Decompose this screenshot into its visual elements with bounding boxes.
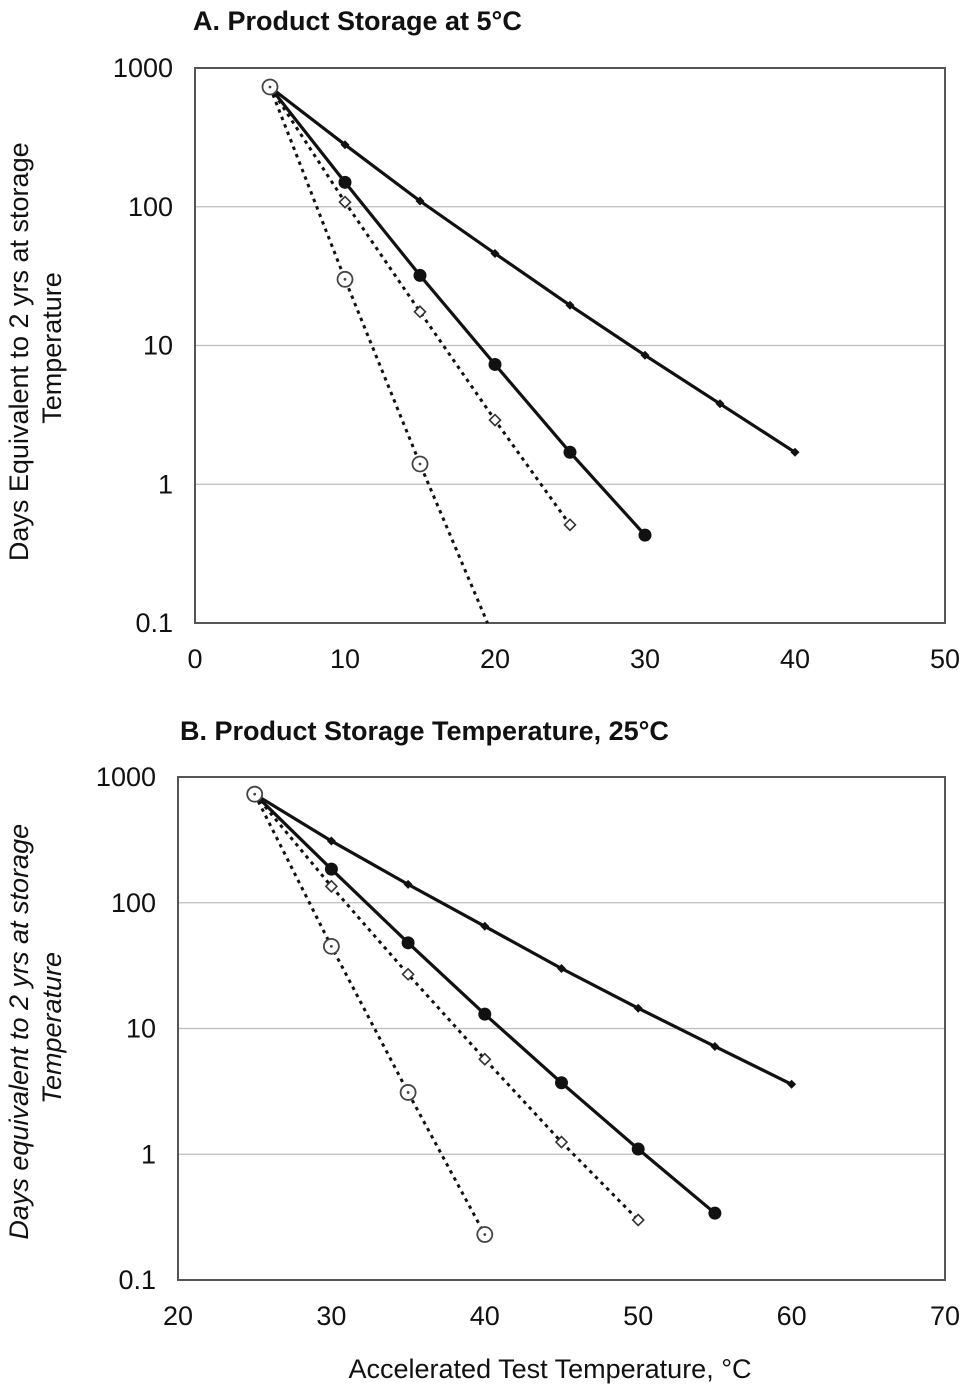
- data-point: [563, 445, 577, 459]
- data-point: [631, 1142, 645, 1156]
- chart-panel-a: A. Product Storage at 5°C 0.111010010000…: [4, 6, 960, 674]
- data-point: [708, 1206, 722, 1220]
- tick-labels: 0.1 1 10 100 1000 20 30 40 50 60 70: [96, 762, 960, 1331]
- marker-dot: [343, 277, 347, 281]
- series-line: [253, 793, 487, 1236]
- series-line: [269, 85, 796, 454]
- data-point: [338, 195, 352, 209]
- data-point: [640, 350, 650, 360]
- series-open-circle: [246, 785, 494, 1243]
- data-point: [338, 175, 352, 189]
- marker-dot: [406, 1091, 410, 1094]
- y-tick-label: 10: [143, 331, 173, 361]
- chart-title: B. Product Storage Temperature, 25°C: [180, 716, 669, 746]
- x-tick-label: 20: [480, 644, 510, 674]
- data-point: [478, 1052, 492, 1066]
- data-point: [401, 936, 415, 950]
- data-point: [413, 268, 427, 282]
- data-point: [554, 1135, 569, 1149]
- data-point: [480, 921, 490, 931]
- series-layer: [261, 78, 800, 624]
- data-point: [557, 964, 566, 974]
- data-point: [403, 879, 413, 889]
- series-filled-circle: [262, 79, 652, 542]
- x-tick-label: 20: [163, 1301, 193, 1331]
- series-line: [253, 793, 640, 1222]
- x-tick-label: 30: [316, 1301, 346, 1331]
- data-point: [324, 862, 338, 876]
- y-axis-label: Days equivalent to 2 yrs at storage Temp…: [4, 816, 67, 1239]
- y-axis-label: Days Equivalent to 2 yrs at storage Temp…: [4, 135, 67, 561]
- series-layer: [246, 785, 797, 1243]
- data-point: [340, 140, 350, 150]
- y-tick-label: 1000: [113, 53, 173, 83]
- y-tick-label: 0.1: [118, 1265, 156, 1295]
- series-line: [268, 86, 489, 624]
- series-small-diamond: [265, 82, 800, 457]
- x-tick-label: 10: [330, 644, 360, 674]
- marker-dot: [253, 792, 257, 796]
- series-line: [268, 86, 647, 537]
- x-tick-label: 60: [777, 1301, 807, 1331]
- data-point: [633, 1003, 643, 1013]
- x-tick-label: 40: [780, 644, 810, 674]
- data-point: [401, 967, 415, 981]
- data-point: [565, 300, 575, 310]
- data-point: [324, 879, 339, 893]
- data-point: [715, 399, 725, 409]
- series-line: [253, 792, 793, 1086]
- grid: [178, 776, 945, 1281]
- chart-title: A. Product Storage at 5°C: [193, 6, 522, 36]
- x-tick-label: 30: [630, 644, 660, 674]
- data-point: [638, 528, 652, 542]
- chart-panel-b: B. Product Storage Temperature, 25°C 0.1…: [4, 716, 960, 1384]
- plot-area: [177, 776, 946, 1281]
- marker-dot: [268, 85, 272, 89]
- grid: [195, 67, 945, 624]
- y-tick-label: 0.1: [135, 608, 173, 638]
- data-point: [326, 836, 336, 846]
- x-tick-label: 40: [470, 1301, 500, 1331]
- y-tick-label: 1: [158, 469, 173, 499]
- data-point: [787, 1079, 797, 1089]
- data-point: [790, 447, 800, 457]
- data-point: [415, 196, 425, 206]
- data-point: [478, 1007, 492, 1021]
- data-point: [710, 1041, 720, 1051]
- data-point: [490, 249, 500, 259]
- data-point: [488, 357, 502, 371]
- data-point: [555, 1076, 568, 1090]
- data-point: [563, 518, 577, 532]
- series-line: [253, 793, 716, 1215]
- data-point: [413, 305, 427, 319]
- y-tick-label: 1: [141, 1139, 156, 1169]
- marker-dot: [418, 462, 422, 466]
- data-point: [631, 1213, 645, 1227]
- x-axis-label: Accelerated Test Temperature, °C: [349, 1354, 752, 1384]
- y-tick-label: 10: [126, 1014, 156, 1044]
- marker-dot: [330, 944, 333, 948]
- marker-dot: [483, 1233, 487, 1236]
- x-tick-label: 50: [623, 1301, 653, 1331]
- data-point: [488, 413, 502, 427]
- x-tick-label: 70: [930, 1301, 960, 1331]
- plot-area: [194, 67, 946, 624]
- y-tick-label: 100: [111, 888, 156, 918]
- tick-labels: 0.1 1 10 100 1000 0 10 20 30 40 50: [113, 53, 960, 674]
- y-tick-label: 100: [128, 192, 173, 222]
- series-small-diamond: [250, 789, 797, 1089]
- series-filled-circle: [247, 786, 722, 1220]
- series-open-diamond: [248, 787, 645, 1227]
- series-open-circle: [261, 78, 489, 624]
- x-tick-label: 0: [187, 644, 202, 674]
- x-tick-label: 50: [930, 644, 960, 674]
- y-tick-label: 1000: [96, 762, 156, 792]
